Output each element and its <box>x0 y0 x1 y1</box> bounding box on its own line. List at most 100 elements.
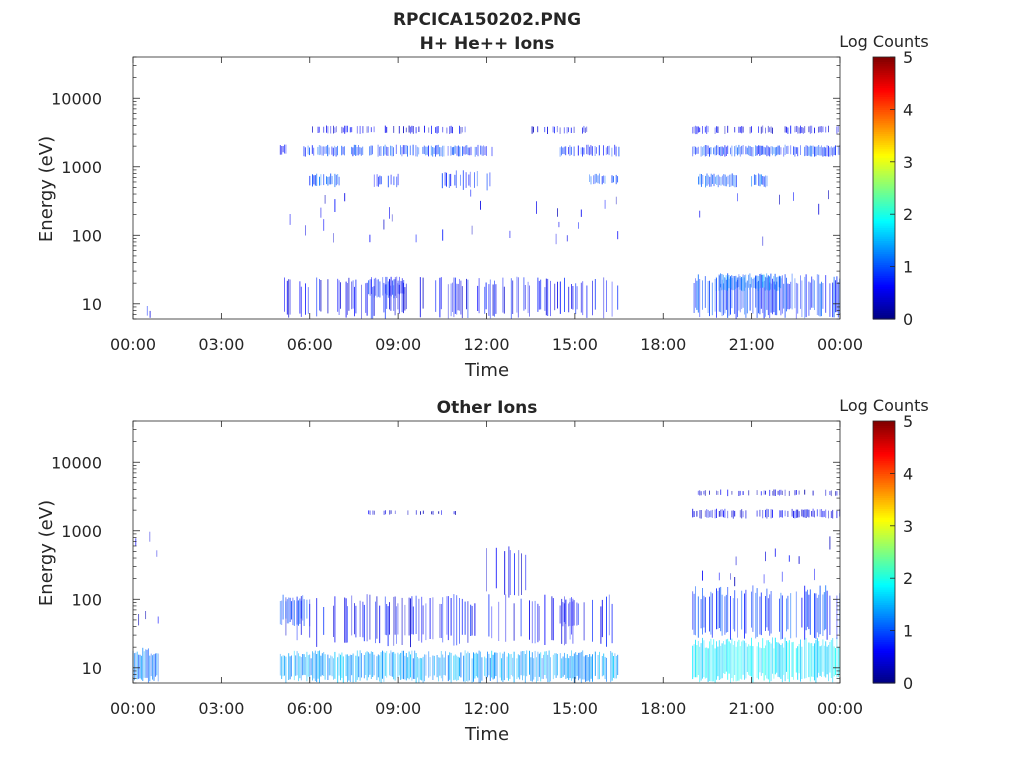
colorbar-segment <box>873 436 895 440</box>
colorbar-segment <box>873 621 895 625</box>
colorbar-segment <box>873 527 895 531</box>
colorbar-segment <box>873 89 895 93</box>
colorbar-segment <box>873 65 895 69</box>
y-tick-label: 10000 <box>51 89 102 108</box>
y-tick-label: 10 <box>82 659 102 678</box>
colorbar-segment <box>873 519 895 523</box>
colorbar-segment <box>873 510 895 514</box>
colorbar-segment <box>873 270 895 274</box>
colorbar-segment <box>873 630 895 634</box>
colorbar-segment <box>873 593 895 597</box>
colorbar-segment <box>873 571 895 575</box>
colorbar-segment <box>873 462 895 466</box>
colorbar-segment <box>873 578 895 581</box>
colorbar-segment <box>873 57 895 60</box>
colorbar-segment <box>873 244 895 248</box>
colorbar-segment <box>873 554 895 557</box>
colorbar-segment <box>873 676 895 680</box>
colorbar-segment <box>873 569 895 573</box>
colorbar-segment <box>873 122 895 126</box>
colorbar-tick-label: 4 <box>903 464 913 483</box>
colorbar-segment <box>873 297 895 300</box>
colorbar-segment <box>873 486 895 490</box>
colorbar-segment <box>873 495 895 499</box>
colorbar-segment <box>873 613 895 616</box>
colorbar-segment <box>873 118 895 121</box>
colorbar-segment <box>873 76 895 80</box>
colorbar-segment <box>873 105 895 108</box>
y-axis-label: Energy (eV) <box>36 136 57 242</box>
colorbar-segment <box>873 458 895 461</box>
colorbar-segment <box>873 538 895 542</box>
colorbar-segment <box>873 231 895 235</box>
colorbar-segment <box>873 212 895 215</box>
x-tick-label: 21:00 <box>729 699 775 718</box>
colorbar-segment <box>873 227 895 231</box>
colorbar-segment <box>873 183 895 187</box>
x-tick-label: 00:00 <box>110 335 156 354</box>
colorbar-segment <box>873 514 895 518</box>
colorbar-segment <box>873 255 895 259</box>
colorbar-segment <box>873 438 895 442</box>
colorbar-segment <box>873 606 895 610</box>
colorbar-segment <box>873 266 895 270</box>
colorbar-segment <box>873 63 895 67</box>
x-tick-label: 18:00 <box>640 335 686 354</box>
colorbar-segment <box>873 440 895 444</box>
panel-other-ions: Other Ions 00:00 03:00 06:00 09:00 12:00 15:0… <box>36 396 929 745</box>
colorbar-segment <box>873 310 895 314</box>
colorbar-tick-label: 5 <box>903 48 913 67</box>
colorbar-segment <box>873 100 895 104</box>
colorbar-segment <box>873 242 895 246</box>
plot-area: 00:00 03:00 06:00 09:00 12:00 15:00 18:00 21:00… <box>51 56 863 354</box>
colorbar-segment <box>873 543 895 547</box>
colorbar-segment <box>873 61 895 65</box>
colorbar-segment <box>873 177 895 180</box>
colorbar-segment <box>873 124 895 128</box>
colorbar-segment <box>873 218 895 222</box>
colorbar-segment <box>873 264 895 268</box>
colorbar-segment <box>873 284 895 287</box>
colorbar-segment <box>873 251 895 255</box>
colorbar-segment <box>873 161 895 165</box>
colorbar-segment <box>873 479 895 483</box>
colorbar-segment <box>873 308 895 311</box>
colorbar-segment <box>873 203 895 207</box>
colorbar-segment <box>873 597 895 601</box>
x-axis-label: Time <box>464 360 509 381</box>
y-tick-label: 10000 <box>51 453 102 472</box>
colorbar-segment <box>873 214 895 217</box>
colorbar-segment <box>873 455 895 459</box>
x-tick-label: 09:00 <box>375 699 421 718</box>
colorbar-segment <box>873 639 895 643</box>
colorbar-segment <box>873 429 895 433</box>
colorbar-segment <box>873 120 895 124</box>
colorbar-segment <box>873 477 895 481</box>
colorbar-segment <box>873 619 895 623</box>
plot-area: 00:00 03:00 06:00 09:00 12:00 15:00 18:00 21:00… <box>51 420 863 718</box>
colorbar-segment <box>873 421 895 424</box>
colorbar-segment <box>873 144 895 148</box>
colorbar-segment <box>873 460 895 464</box>
colorbar-segment <box>873 275 895 279</box>
colorbar-tick-label: 0 <box>903 674 913 693</box>
colorbar-segment <box>873 87 895 91</box>
colorbar-tick-label: 5 <box>903 412 913 431</box>
colorbar-label: Log Counts <box>839 396 929 415</box>
colorbar-segment <box>873 665 895 669</box>
colorbar-segment <box>873 159 895 163</box>
colorbar-segment <box>873 525 895 529</box>
colorbar-segment <box>873 678 895 682</box>
colorbar-segment <box>873 475 895 479</box>
colorbar-segment <box>873 294 895 298</box>
x-tick-label: 18:00 <box>640 699 686 718</box>
colorbar-tick-label: 0 <box>903 310 913 329</box>
colorbar-segment <box>873 482 895 485</box>
colorbar-segment <box>873 155 895 159</box>
colorbar-segment <box>873 656 895 660</box>
x-tick-label: 06:00 <box>287 335 333 354</box>
colorbar-segment <box>873 632 895 636</box>
colorbar-segment <box>873 648 895 651</box>
colorbar-segment <box>873 188 895 191</box>
colorbar-segment <box>873 111 895 115</box>
